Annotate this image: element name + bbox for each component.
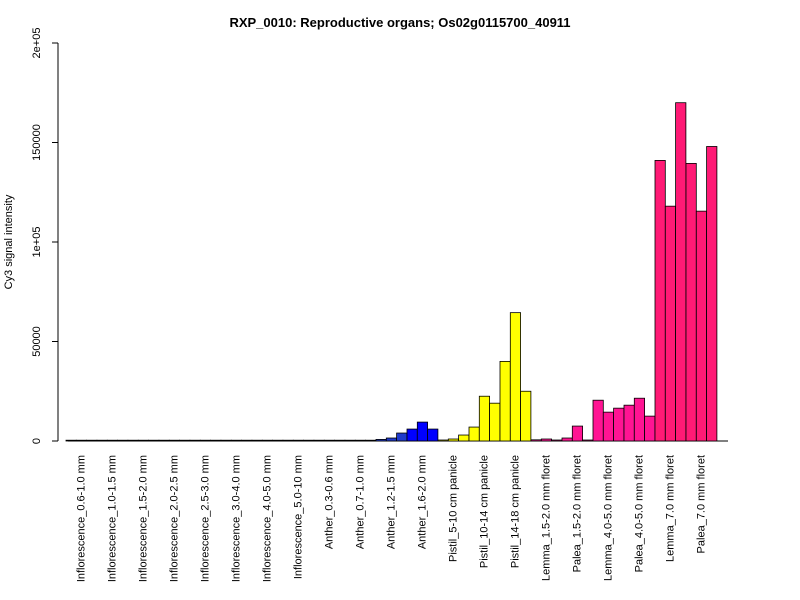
bar: [365, 439, 377, 442]
bar: [613, 407, 625, 442]
bar: [561, 437, 573, 442]
bar: [623, 404, 635, 442]
bar: [65, 439, 77, 442]
bar: [282, 439, 294, 442]
x-tick-label: Inflorescence_3.0-4.0 mm: [230, 455, 242, 582]
bar: [261, 439, 273, 442]
bar: [75, 439, 88, 442]
x-tick-label: Inflorescence_1.0-1.5 mm: [106, 455, 118, 582]
bar: [695, 210, 707, 442]
bar: [592, 399, 604, 442]
bar: [447, 438, 459, 442]
x-tick-label: Palea_1.5-2.0 mm floret: [571, 455, 583, 572]
bar: [685, 162, 697, 442]
x-tick-label: Pistil_5-10 cm panicle: [447, 455, 459, 562]
bar: [571, 425, 583, 442]
x-tick-labels: Inflorescence_0.6-1.0 mm Inflorescence_1.…: [75, 455, 707, 582]
x-tick-label: Inflorescence_2.5-3.0 mm: [199, 455, 211, 582]
x-tick-label: Lemma_7.0 mm floret: [664, 455, 676, 562]
bar: [664, 205, 676, 442]
x-tick-label: Inflorescence_5.0-10 mm: [292, 455, 304, 579]
bar: [509, 312, 521, 442]
y-axis: 0 50000 1e+05 150000 2e+05: [31, 28, 59, 444]
bar: [117, 439, 129, 442]
bar: [230, 439, 243, 442]
x-tick-label: Inflorescence_1.5-2.0 mm: [137, 455, 149, 582]
bar: [396, 432, 408, 442]
bar: [458, 434, 470, 442]
bar: [137, 439, 150, 442]
x-tick-label: Anther_0.7-1.0 mm: [354, 455, 366, 549]
bar: [127, 439, 139, 442]
y-tick-label: 0: [31, 438, 43, 444]
bar: [633, 397, 645, 442]
bar: [313, 439, 325, 442]
bar: [96, 439, 108, 442]
bar: [499, 360, 511, 442]
x-tick-label: Pistil_14-18 cm panicle: [509, 455, 521, 568]
bar: [189, 439, 201, 442]
x-tick-label: Lemma_4.0-5.0 mm floret: [602, 455, 614, 581]
bar: [406, 428, 418, 442]
bar: [334, 439, 346, 442]
bar: [654, 160, 666, 442]
bar: [520, 390, 532, 442]
bar: [344, 439, 356, 442]
bar: [489, 402, 501, 442]
bar: [437, 439, 449, 442]
bar: [354, 439, 366, 442]
bar: [602, 411, 614, 442]
chart-title: RXP_0010: Reproductive organs; Os02g0115…: [229, 15, 570, 30]
bar: [292, 439, 304, 442]
bars: [65, 102, 728, 442]
x-tick-label: Anther_1.6-2.0 mm: [416, 455, 428, 549]
bar: [179, 439, 191, 442]
bar: [106, 439, 119, 442]
bar: [706, 146, 718, 442]
x-tick-label: Anther_1.2-1.5 mm: [385, 455, 397, 549]
x-tick-label: Anther_0.3-0.6 mm: [323, 455, 335, 549]
bar: [158, 439, 170, 442]
bar: [644, 415, 656, 442]
y-tick-label: 50000: [31, 326, 43, 357]
bar: [551, 439, 563, 442]
y-tick-label: 1e+05: [31, 227, 43, 258]
x-tick-label: Pistil_10-14 cm panicle: [478, 455, 490, 568]
x-tick-label: Palea_7.0 mm floret: [695, 455, 707, 553]
bar: [86, 439, 98, 442]
bar: [540, 438, 552, 442]
bar: [530, 439, 542, 442]
x-tick-label: Inflorescence_4.0-5.0 mm: [261, 455, 273, 582]
bar: [303, 439, 315, 442]
bar: [199, 439, 212, 442]
bar: [272, 439, 284, 442]
bar: [675, 102, 687, 442]
x-tick-label: Inflorescence_2.0-2.5 mm: [168, 455, 180, 582]
y-axis-label: Cy3 signal intensity: [3, 194, 15, 289]
bar: [251, 439, 263, 442]
bar: [416, 421, 428, 442]
bar: [210, 439, 222, 442]
bar: [148, 439, 160, 442]
y-tick-label: 2e+05: [31, 28, 43, 59]
bar: [468, 426, 480, 442]
bar: [582, 439, 594, 442]
bar: [323, 439, 335, 442]
bar: [241, 439, 253, 442]
bar: [478, 395, 490, 442]
bar: [385, 437, 397, 442]
x-tick-label: Lemma_1.5-2.0 mm floret: [540, 455, 552, 581]
x-tick-label: Palea_4.0-5.0 mm floret: [633, 455, 645, 572]
bar: [220, 439, 232, 442]
x-tick-label: Inflorescence_0.6-1.0 mm: [75, 455, 87, 582]
y-tick-label: 150000: [31, 124, 43, 161]
bar: [375, 439, 387, 442]
bar: [168, 439, 181, 442]
bar: [427, 428, 439, 442]
